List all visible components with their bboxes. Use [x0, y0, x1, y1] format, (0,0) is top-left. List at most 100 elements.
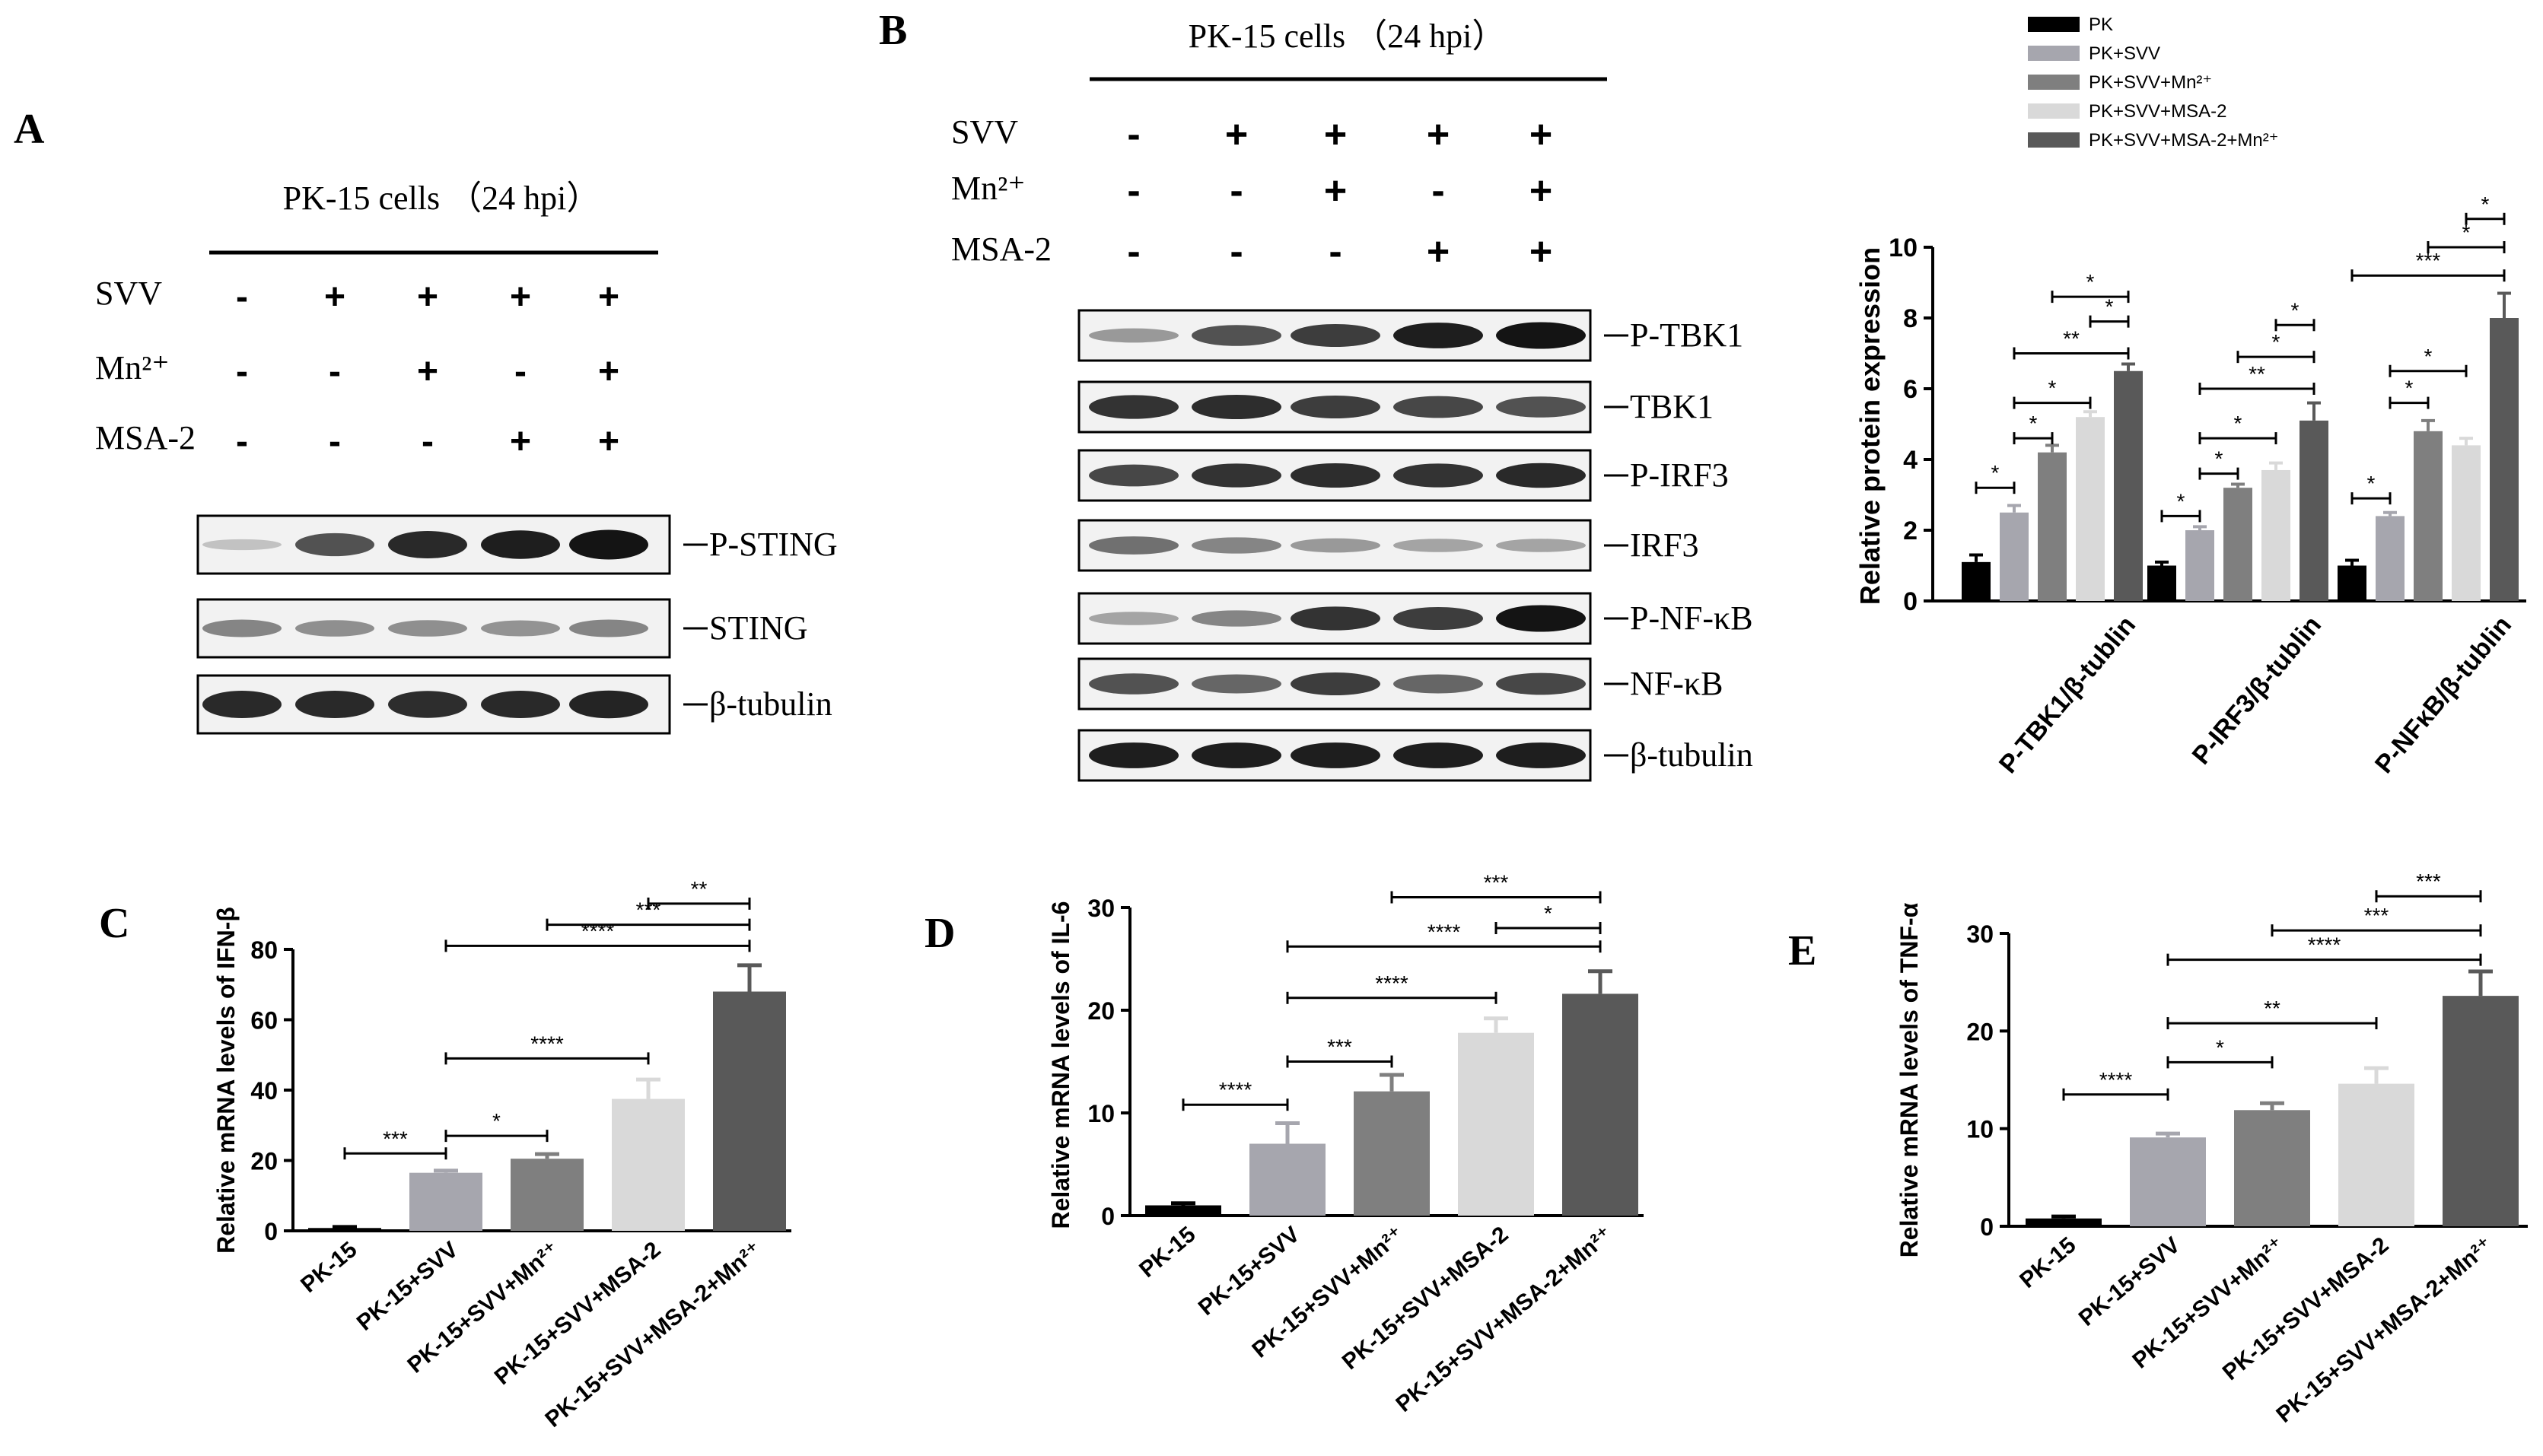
x-tick-label: P-IRF3/β-tublin	[2187, 611, 2327, 771]
ifn-beta-chart: 0 20 40 60 80 Relative mRNA levels of IFN-β PK…	[212, 877, 791, 1432]
blot-band	[295, 532, 374, 557]
treatment-label: SVV	[951, 113, 1018, 151]
band-label: P-TBK1	[1630, 316, 1743, 354]
band-label: P-NF-κB	[1630, 599, 1753, 637]
bar	[511, 1159, 584, 1231]
blot-band	[1192, 674, 1281, 694]
sig-label: *	[2105, 295, 2114, 319]
bar	[2490, 318, 2519, 601]
x-tick-label: PK-15+SVV+MSA-2	[2218, 1232, 2394, 1385]
blot-band	[481, 530, 560, 559]
y-axis-title: Relative mRNA levels of TNF-α	[1895, 902, 1923, 1257]
treatment-sign: +	[417, 277, 438, 317]
blot-band	[1291, 463, 1380, 488]
blot-band	[569, 619, 648, 637]
bar	[612, 1098, 685, 1231]
blot-band	[1393, 539, 1483, 552]
x-tick-label: PK-15+SVV	[1194, 1222, 1305, 1321]
legend-swatch	[2028, 75, 2080, 90]
y-tick-label: 20	[250, 1148, 278, 1175]
blot-band	[1393, 323, 1483, 348]
sig-label: *	[1991, 461, 2000, 485]
treatment-label: Mn²⁺	[951, 170, 1026, 207]
y-tick-label: 80	[250, 936, 278, 964]
blot-band	[1192, 610, 1281, 627]
y-axis-title: Relative protein expression	[1854, 247, 1886, 605]
treatment-sign: +	[598, 277, 619, 317]
blot-header: PK-15 cells （24 hpi）	[1189, 17, 1506, 55]
treatment-sign: -	[236, 421, 248, 462]
y-tick-label: 20	[1966, 1018, 1994, 1045]
bar	[1145, 1205, 1221, 1216]
treatment-sign: +	[1324, 113, 1347, 157]
panel-letter-c: C	[99, 900, 129, 947]
y-tick-label: 40	[250, 1077, 278, 1105]
bar	[2300, 420, 2328, 601]
sig-label: ****	[1375, 971, 1408, 995]
band-label: IRF3	[1630, 526, 1698, 564]
legend-swatch	[2028, 17, 2080, 32]
panel-letter-a: A	[14, 106, 45, 153]
blot-band	[1291, 538, 1380, 553]
treatment-sign: -	[236, 351, 248, 392]
blot-band	[1089, 395, 1179, 419]
sig-label: *	[2462, 221, 2471, 244]
x-tick-label: PK-15+SVV+MSA-2	[1338, 1222, 1513, 1375]
treatment-sign: +	[598, 421, 619, 462]
y-axis-title: Relative mRNA levels of IFN-β	[212, 907, 240, 1254]
blot-band	[1192, 463, 1281, 488]
bar	[2038, 452, 2067, 601]
band-label: P-STING	[709, 526, 838, 563]
treatment-sign: +	[417, 351, 438, 392]
blot-band	[569, 529, 648, 560]
blot-band	[481, 691, 560, 718]
x-tick-label: PK-15	[296, 1237, 361, 1298]
treatment-sign: -	[236, 277, 248, 317]
sig-label: ****	[581, 919, 615, 943]
western-blot-b: PK-15 cells （24 hpi） SVV - + + + + Mn²⁺ - - + - + MSA…	[951, 17, 1753, 782]
blot-band	[1496, 672, 1586, 695]
legend-label: PK	[2089, 14, 2113, 35]
blot-band	[1291, 606, 1380, 631]
x-tick-label: PK-15+SVV+MSA-2+Mn²⁺	[540, 1237, 766, 1432]
blot-band	[1089, 742, 1179, 768]
treatment-sign: +	[1324, 169, 1347, 213]
y-axis-title: Relative mRNA levels of IL-6	[1047, 901, 1074, 1229]
treatment-label: MSA-2	[95, 419, 196, 456]
tnf-alpha-chart: 0 10 20 30 Relative mRNA levels of TNF-α PK-1…	[1895, 869, 2528, 1428]
sig-label: *	[2234, 412, 2242, 435]
bar	[2223, 488, 2252, 601]
legend-label: PK+SVV+MSA-2	[2089, 101, 2226, 122]
blot-band	[1291, 395, 1380, 419]
bar	[2338, 565, 2366, 601]
bar	[2185, 530, 2214, 601]
blot-band	[202, 619, 282, 637]
y-tick-label: 0	[1980, 1213, 1994, 1241]
blot-band	[1089, 673, 1179, 695]
legend-swatch	[2028, 132, 2080, 148]
blot-band	[1192, 742, 1281, 768]
blot-band	[1089, 464, 1179, 487]
treatment-label: Mn²⁺	[95, 349, 170, 386]
sig-label: *	[2367, 472, 2376, 495]
band-label: STING	[709, 609, 808, 647]
blot-band	[1496, 605, 1586, 632]
sig-label: *	[2216, 1035, 2224, 1059]
treatment-sign: +	[1427, 113, 1450, 157]
legend-label: PK+SVV+MSA-2+Mn²⁺	[2089, 130, 2278, 151]
blot-band	[1291, 742, 1380, 768]
bar	[713, 991, 786, 1231]
y-tick-label: 6	[1903, 375, 1918, 404]
sig-label: ***	[2364, 904, 2389, 927]
blot-band	[1089, 328, 1179, 343]
bar	[2147, 565, 2176, 601]
bar	[2000, 512, 2029, 601]
treatment-sign: +	[510, 277, 531, 317]
y-tick-label: 30	[1966, 920, 1994, 948]
band-label: β-tubulin	[709, 685, 832, 723]
sig-label: *	[1544, 901, 1552, 925]
blot-band	[1393, 463, 1483, 488]
sig-label: ***	[1484, 871, 1509, 895]
bar	[2443, 996, 2519, 1226]
